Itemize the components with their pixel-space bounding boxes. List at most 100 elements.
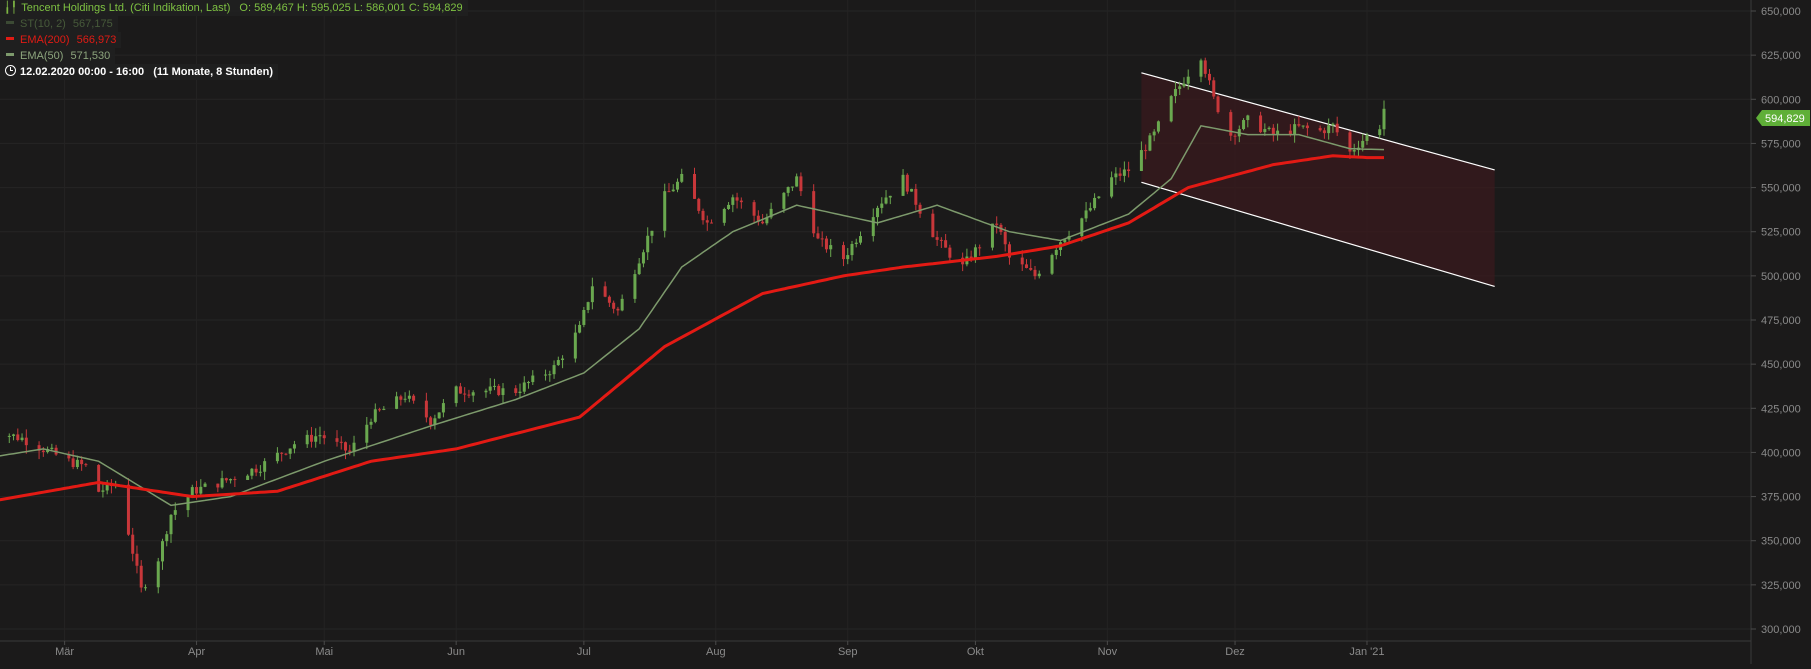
x-tick-label: Aug xyxy=(706,646,726,658)
ema200-line[interactable] xyxy=(0,154,1384,502)
legend-ema200-row[interactable]: EMA(200) 566,973 xyxy=(0,32,122,48)
candle-body xyxy=(369,421,373,425)
candle-body xyxy=(407,395,411,399)
candle-body xyxy=(224,478,228,481)
y-tick-label: 400,000 xyxy=(1761,447,1801,459)
candle-body xyxy=(169,514,173,535)
candle-body xyxy=(1139,150,1143,172)
x-tick-label: Jul xyxy=(577,646,591,658)
candle-body xyxy=(1297,124,1301,126)
candle-body xyxy=(216,483,220,488)
candle-body xyxy=(841,245,845,260)
candle-body xyxy=(292,444,296,449)
candle-body xyxy=(731,197,735,205)
candle-body xyxy=(816,233,820,239)
candle-body xyxy=(944,240,948,248)
candle-body xyxy=(935,237,939,240)
candle-body xyxy=(693,173,697,199)
candle-body xyxy=(399,396,403,400)
candle-body xyxy=(454,386,458,404)
candle-body xyxy=(1301,125,1305,127)
candle-body xyxy=(790,186,794,188)
candle-body xyxy=(765,217,769,224)
candle-body xyxy=(1122,169,1126,176)
candle-body xyxy=(910,188,914,192)
y-tick-label: 350,000 xyxy=(1761,536,1801,548)
candle-body xyxy=(135,553,139,566)
candle-body xyxy=(233,479,237,481)
candle-body xyxy=(275,452,279,462)
candle-body xyxy=(1110,177,1114,197)
candle-body xyxy=(1114,173,1118,178)
candle-body xyxy=(1029,267,1033,270)
candle-body xyxy=(488,386,492,391)
trend-channel[interactable] xyxy=(1141,72,1495,288)
candle-body xyxy=(607,296,611,303)
candle-body xyxy=(1267,127,1271,130)
candle-body xyxy=(846,255,850,260)
candle-body xyxy=(888,195,892,198)
candle-body xyxy=(769,208,773,218)
candle-body xyxy=(641,252,645,264)
candle-body xyxy=(1093,197,1097,209)
candle-body xyxy=(871,217,875,237)
channel-upper-line[interactable] xyxy=(1141,72,1495,171)
candle-body xyxy=(497,385,501,396)
candle-body xyxy=(492,385,496,387)
candle-body xyxy=(1003,231,1007,245)
candle-body xyxy=(229,479,233,481)
candle-body xyxy=(1335,123,1339,133)
candle-body xyxy=(646,235,650,253)
legend-title-row[interactable]: ╽╿ Tencent Holdings Ltd. (Citi Indikation… xyxy=(0,0,468,16)
legend-ema50-row[interactable]: EMA(50) 571,530 xyxy=(0,48,116,64)
ema-lines xyxy=(0,124,1385,507)
candle-body xyxy=(1229,112,1233,136)
candle-body xyxy=(1063,239,1067,243)
candle-body xyxy=(1318,128,1322,131)
candle-body xyxy=(548,374,552,376)
legend: ╽╿ Tencent Holdings Ltd. (Citi Indikation… xyxy=(0,0,468,80)
ema50-value: 571,530 xyxy=(70,50,111,62)
candle-body xyxy=(990,223,994,248)
ema50-line[interactable] xyxy=(0,124,1385,507)
candle-body xyxy=(12,434,16,436)
legend-period-row[interactable]: 12.02.2020 00:00 - 16:00 (11 Monate, 8 S… xyxy=(0,64,279,80)
candle-body xyxy=(50,447,54,450)
candle-body xyxy=(335,438,339,442)
candle-body xyxy=(876,207,880,218)
candle-body xyxy=(795,176,799,187)
candle-body xyxy=(1246,115,1250,121)
candle-body xyxy=(126,484,130,535)
candle-body xyxy=(667,191,671,193)
instrument-title: Tencent Holdings Ltd. (Citi Indikation, … xyxy=(21,2,231,14)
candle-body xyxy=(403,398,407,400)
channel-lower-line[interactable] xyxy=(1141,181,1495,288)
candle-body xyxy=(75,459,79,468)
candle-body xyxy=(20,437,24,441)
candle-body xyxy=(288,448,292,454)
candle-body xyxy=(761,221,765,224)
candle-body xyxy=(220,478,224,488)
candle-body xyxy=(373,409,377,422)
x-tick-label: Dez xyxy=(1225,646,1245,658)
y-tick-label: 450,000 xyxy=(1761,359,1801,371)
candle-body xyxy=(1352,150,1356,152)
candle-body xyxy=(378,409,382,411)
candle-body xyxy=(16,434,20,441)
candle-body xyxy=(633,274,637,299)
candle-body xyxy=(1033,269,1037,277)
candle-body xyxy=(165,534,169,542)
candle-body xyxy=(1327,125,1331,134)
candle-body xyxy=(918,204,922,214)
legend-st-row[interactable]: ST(10, 2) 567,175 xyxy=(0,16,118,32)
candle-body xyxy=(161,541,164,562)
last-price-tag-text: 594,829 xyxy=(1765,113,1805,125)
candle-body xyxy=(263,461,267,472)
candle-body xyxy=(612,302,616,309)
ema50-swatch xyxy=(6,53,14,57)
candle-body xyxy=(254,468,258,473)
candle-body xyxy=(484,390,488,393)
candle-body xyxy=(531,375,535,383)
ema200-value: 566,973 xyxy=(76,34,117,46)
